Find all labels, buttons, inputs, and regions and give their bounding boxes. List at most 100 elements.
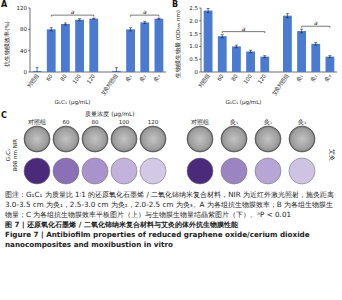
significance-label: a — [242, 25, 246, 32]
column-label: 80 — [92, 119, 99, 125]
crystal-violet-well — [221, 158, 247, 184]
row-label: G₁C₁ — [5, 149, 11, 162]
y-tick — [199, 8, 201, 9]
error-cap — [207, 8, 210, 9]
x-tick-label: 100 — [242, 73, 253, 85]
error-cap — [249, 52, 252, 53]
y-tick — [199, 33, 201, 34]
caption-title-cn: 图 7 | 还原氧化石墨烯 / 二氧化铈纳米复合材料与艾灸的体外抗生物膜性能 — [5, 220, 337, 230]
agar-plate — [82, 126, 108, 152]
error-stem — [93, 18, 94, 19]
x-tick-label: 100 — [71, 73, 82, 85]
error-cap — [221, 34, 224, 35]
y-tick — [28, 72, 30, 73]
x-tick-label: 灸₃ — [323, 73, 332, 82]
error-stem — [301, 29, 302, 33]
error-cap — [50, 27, 53, 28]
error-cap — [64, 22, 67, 23]
bar — [260, 57, 269, 72]
crystal-violet-well — [140, 158, 166, 184]
x-tick-label: 对照组 — [26, 73, 40, 89]
error-bar — [207, 9, 210, 13]
y-tick-label: 2.0 — [189, 18, 198, 24]
error-bar — [157, 18, 160, 19]
y-tick-label: 0.5 — [189, 56, 198, 62]
bar — [246, 52, 255, 72]
error-cap — [263, 57, 266, 58]
error-cap — [263, 55, 266, 56]
error-stem — [287, 14, 288, 18]
error-stem — [250, 50, 251, 53]
error-cap — [50, 30, 53, 31]
error-stem — [130, 28, 131, 31]
error-cap — [314, 42, 317, 43]
row-label: 艾灸 — [328, 149, 336, 161]
bar — [89, 19, 98, 72]
bar — [218, 36, 227, 72]
crystal-violet-well — [24, 158, 50, 184]
bar — [61, 24, 70, 72]
column-label: 对照组 — [191, 119, 209, 125]
caption-note: 图注：G₁C₁ 为质量比 1∶1 的还原氧化石墨烯 / 二氧化铈纳米复合材料，N… — [5, 190, 337, 220]
error-cap — [235, 47, 238, 48]
column-label: 60 — [63, 119, 70, 125]
error-stem — [329, 56, 330, 58]
error-stem — [116, 68, 117, 72]
crystal-violet-well — [53, 158, 79, 184]
error-stem — [264, 56, 265, 58]
significance-bracket — [131, 15, 159, 17]
error-cap — [221, 37, 224, 38]
significance-bracket — [222, 32, 265, 34]
significance-label: a — [143, 8, 147, 15]
bar — [311, 44, 320, 72]
x-tick-label: 80 — [230, 73, 239, 82]
x-tick-label: 灸₂ — [309, 73, 318, 82]
x-tick-label: 灸₁ — [295, 73, 304, 82]
column-label: 灸₂ — [264, 119, 272, 126]
error-stem — [37, 68, 38, 72]
agar-plate — [187, 126, 213, 152]
y-tick-label: 80 — [20, 26, 27, 32]
x-tick-label: 60 — [45, 73, 54, 82]
bar — [232, 46, 241, 72]
significance-label: a — [314, 19, 318, 26]
x-tick-label: 灸₁ — [124, 73, 133, 82]
error-bar — [92, 18, 95, 19]
agar-plate — [53, 126, 79, 152]
bar — [155, 19, 164, 72]
error-cap — [78, 20, 81, 21]
error-cap — [143, 23, 146, 24]
error-cap — [64, 25, 67, 26]
error-bar — [36, 68, 39, 72]
error-stem — [158, 18, 159, 19]
error-bar — [249, 50, 252, 53]
y-tick-label: 0 — [24, 69, 28, 75]
y-tick — [199, 72, 201, 73]
error-cap — [92, 19, 95, 20]
x-tick-label: 艾灸对照组 — [270, 73, 289, 97]
y-tick-label: 1.5 — [189, 31, 198, 37]
y-tick — [199, 46, 201, 47]
agar-plate — [111, 126, 137, 152]
y-tick — [28, 8, 30, 9]
x-axis-title: G₁C₁ (μg/mL) — [226, 99, 262, 106]
y-tick-label: 2.5 — [189, 5, 198, 11]
error-cap — [314, 45, 317, 46]
error-cap — [129, 27, 132, 28]
column-label: 灸₁ — [230, 119, 238, 126]
error-bar — [50, 28, 53, 31]
error-bar — [143, 21, 146, 23]
error-bar — [328, 56, 331, 58]
error-cap — [143, 21, 146, 22]
crystal-violet-well — [289, 158, 315, 184]
y-axis — [30, 8, 31, 72]
figure: A抗生物膜效率(%)04080120对照组6080100120艾灸对照组灸₁灸₂… — [0, 0, 342, 188]
panel-label: A — [1, 0, 8, 9]
significance-label: a — [71, 8, 75, 15]
plot-area — [33, 18, 164, 72]
crystal-violet-well — [187, 158, 213, 184]
error-cap — [286, 13, 289, 14]
y-axis-title: 生物膜生物量 (OD₅₉₅ nm) — [175, 10, 181, 78]
error-cap — [328, 57, 331, 58]
y-axis-title: 抗生物膜效率(%) — [3, 21, 10, 67]
